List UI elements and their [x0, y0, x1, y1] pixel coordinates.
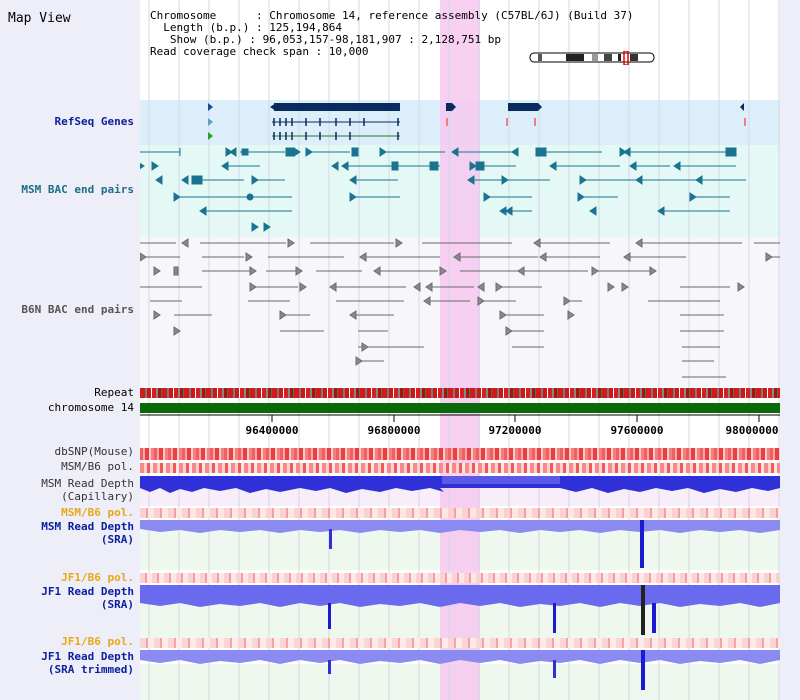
msm-depth-capillary-track[interactable] — [140, 476, 780, 494]
label-msm-pol-2: MSM/B6 pol. — [61, 506, 134, 519]
axis-tick-label: 98000000 — [725, 424, 779, 437]
gene-block — [274, 103, 400, 111]
axis-line — [140, 414, 780, 422]
label-jf1-depth-sra-sub: (SRA) — [100, 598, 134, 611]
axis-tick-label: 96400000 — [245, 424, 299, 437]
info-show-range: Show (b.p.) : 96,053,157-98,181,907 : 2,… — [150, 33, 501, 46]
info-chromosome: Chromosome : Chromosome 14, reference as… — [150, 9, 634, 22]
info-coverage-span: Read coverage check span : 10,000 — [150, 45, 369, 58]
label-dbsnp: dbSNP(Mouse) — [54, 445, 134, 458]
label-jf1-pol-1: JF1/B6 pol. — [61, 571, 134, 584]
label-repeat: Repeat — [94, 386, 134, 399]
msm-bac-track[interactable] — [140, 145, 780, 237]
msm-b6-pol-track[interactable] — [140, 463, 780, 473]
label-msm-depth-sra: MSM Read Depth — [41, 520, 134, 533]
label-msm-depth-cap: MSM Read Depth — [41, 477, 134, 490]
label-jf1-pol-2: JF1/B6 pol. — [61, 635, 134, 648]
chromosome-bar[interactable] — [140, 403, 780, 413]
axis-tick-label: 97200000 — [488, 424, 542, 437]
label-msm-depth-cap-sub: (Capillary) — [61, 490, 134, 503]
label-b6n-bac: B6N BAC end pairs — [21, 303, 134, 316]
chromosome-ideogram[interactable] — [528, 51, 658, 65]
axis-tick-label: 97600000 — [610, 424, 664, 437]
label-msm-depth-sra-sub: (SRA) — [100, 533, 134, 546]
refseq-genes-track[interactable] — [140, 100, 780, 145]
jf1-b6-pol-track-2[interactable] — [140, 638, 780, 648]
label-jf1-depth-trim: JF1 Read Depth — [41, 650, 134, 663]
b6n-bac-track[interactable] — [140, 237, 780, 387]
info-length: Length (b.p.) : 125,194,864 — [150, 21, 343, 34]
axis-tick-label: 96800000 — [367, 424, 421, 437]
label-refseq-genes: RefSeq Genes — [54, 115, 134, 128]
gene-arrow — [208, 103, 213, 111]
label-jf1-depth-sra: JF1 Read Depth — [41, 585, 134, 598]
repeat-track[interactable] — [140, 388, 780, 398]
jf1-depth-trimmed-track[interactable] — [140, 650, 780, 700]
label-msm-bac: MSM BAC end pairs — [21, 183, 134, 196]
label-jf1-depth-trim-sub: (SRA trimmed) — [47, 663, 134, 676]
chromosome-info: Chromosome : Chromosome 14, reference as… — [150, 10, 633, 58]
page-title: Map View — [8, 11, 71, 26]
jf1-b6-pol-track[interactable] — [140, 573, 780, 583]
selected-region-highlight[interactable] — [440, 0, 480, 700]
jf1-depth-sra-track[interactable] — [140, 585, 780, 635]
msm-depth-sra-track[interactable] — [140, 520, 780, 570]
label-msm-pol-1: MSM/B6 pol. — [61, 460, 134, 473]
label-chromosome: chromosome 14 — [47, 401, 134, 414]
msm-b6-pol-track-2[interactable] — [140, 508, 780, 518]
dbsnp-track[interactable] — [140, 448, 780, 460]
